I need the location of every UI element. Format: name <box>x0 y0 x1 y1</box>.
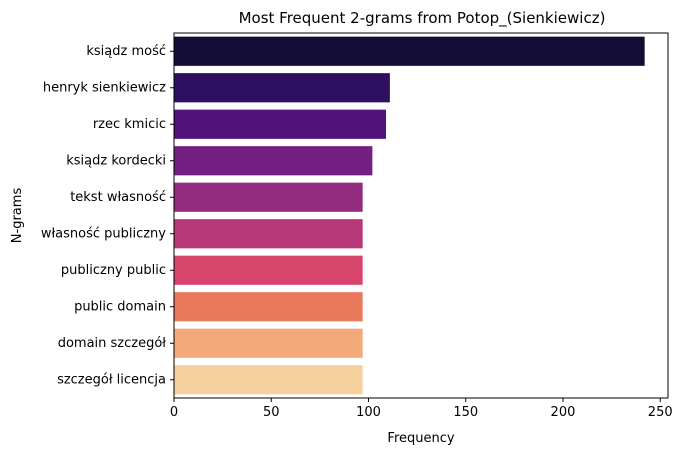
y-tick-label: domain szczegół <box>58 336 167 351</box>
y-axis-label: N-grams <box>10 188 25 244</box>
bar <box>174 328 363 358</box>
y-tick-label: tekst własność <box>70 190 166 205</box>
bar <box>174 73 390 103</box>
y-tick-label: rzec kmicic <box>93 117 166 132</box>
bar <box>174 109 386 139</box>
x-tick-label: 200 <box>551 405 576 420</box>
y-tick-label: ksiądz kordecki <box>66 153 166 168</box>
plot-frame <box>173 32 669 399</box>
bar <box>174 255 363 285</box>
bar <box>174 182 363 212</box>
y-tick-label: publiczny public <box>61 263 166 278</box>
bar <box>174 365 363 395</box>
x-tick-label: 0 <box>170 405 178 420</box>
x-axis-label: Frequency <box>387 431 454 446</box>
x-tick-group: 0 50 100 150 200 250 <box>170 398 673 420</box>
y-tick-label: własność publiczny <box>41 226 166 241</box>
bars-group <box>174 36 645 395</box>
x-tick-label: 250 <box>648 405 673 420</box>
bar <box>174 36 645 66</box>
y-tick-label: szczegół licencja <box>57 372 166 387</box>
y-tick-label: henryk sienkiewicz <box>43 80 166 95</box>
y-tick-label: public domain <box>74 299 166 314</box>
bar <box>174 292 363 322</box>
x-tick-label: 100 <box>356 405 381 420</box>
x-tick-label: 50 <box>263 405 280 420</box>
bar <box>174 219 363 249</box>
y-tick-label: ksiądz mość <box>86 44 166 59</box>
bar <box>174 146 373 176</box>
chart-title: Most Frequent 2-grams from Potop_(Sienki… <box>239 9 606 28</box>
x-tick-label: 150 <box>453 405 478 420</box>
y-tick-group: ksiądz mość henryk sienkiewicz rzec kmicic… <box>41 44 174 387</box>
